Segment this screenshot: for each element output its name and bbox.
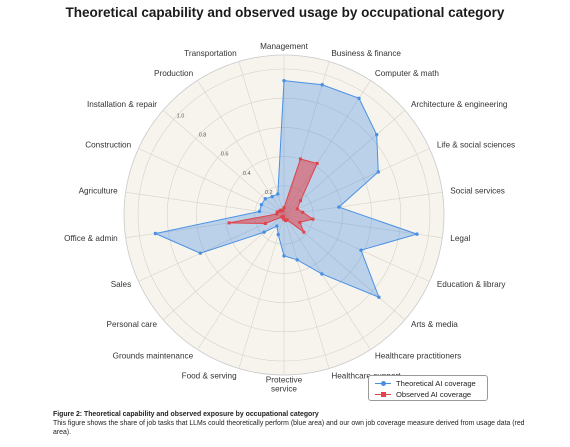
- grid-spoke-15: [139, 214, 285, 282]
- legend-label-observed: Observed AI coverage: [396, 390, 472, 399]
- grid-spoke-21: [238, 62, 285, 216]
- category-label-9: Healthcare practitioners: [375, 352, 461, 361]
- grid-spoke-7: [283, 214, 429, 282]
- point-observed-11: [282, 217, 286, 221]
- point-theoretical-2: [357, 96, 361, 101]
- category-label-1: Business & finance: [331, 49, 401, 58]
- category-label-7: Education & library: [437, 280, 507, 289]
- legend: Theoretical AI coverage Observed AI cove…: [368, 375, 488, 401]
- point-observed-5: [301, 210, 305, 214]
- point-observed-14: [280, 215, 284, 219]
- legend-label-theoretical: Theoretical AI coverage: [396, 379, 476, 388]
- grid-spoke-13: [197, 214, 285, 350]
- radar-series: [153, 78, 419, 299]
- category-label-4: Life & social sciences: [437, 140, 515, 149]
- point-theoretical-19: [263, 197, 267, 201]
- point-theoretical-17: [257, 209, 262, 214]
- caption-heading: Figure 2: Theoretical capability and obs…: [53, 411, 319, 418]
- grid-spoke-10: [283, 214, 330, 368]
- grid-spoke-20: [197, 80, 285, 216]
- category-label-13: Grounds maintenance: [113, 352, 194, 361]
- point-observed-2: [315, 161, 319, 165]
- point-theoretical-13: [275, 224, 279, 228]
- point-theoretical-14: [262, 230, 266, 234]
- point-observed-4: [295, 207, 299, 211]
- point-observed-21: [281, 209, 285, 213]
- category-label-17: Agriculture: [79, 186, 119, 195]
- point-observed-1: [298, 157, 302, 161]
- point-theoretical-4: [376, 170, 380, 174]
- category-label-0: Management: [260, 42, 309, 51]
- legend-item-observed: Observed AI coverage: [375, 389, 481, 400]
- caption-text: This figure shows the share of job tasks…: [53, 420, 525, 437]
- grid-spoke-9: [283, 214, 371, 350]
- point-observed-17: [275, 212, 279, 216]
- point-theoretical-0: [282, 78, 286, 83]
- category-label-6: Legal: [450, 234, 470, 243]
- point-observed-3: [299, 199, 303, 203]
- point-observed-20: [279, 208, 283, 212]
- point-theoretical-12: [276, 232, 280, 237]
- category-labels: Management Business & finance Computer & m…: [64, 42, 515, 394]
- point-theoretical-1: [320, 83, 324, 87]
- category-label-14: Personal care: [107, 320, 158, 329]
- point-theoretical-9: [320, 272, 324, 276]
- point-theoretical-21: [276, 192, 280, 196]
- category-label-19: Installation & repair: [87, 100, 157, 109]
- grid-spoke-19: [163, 110, 285, 216]
- radial-tick-0: 0.2: [265, 190, 273, 196]
- grid-spoke-3: [283, 110, 405, 216]
- radial-tick-3: 0.8: [199, 133, 207, 139]
- grid-spoke-17: [126, 192, 285, 216]
- category-label-2: Computer & math: [375, 69, 440, 78]
- category-label-10: Healthcare support: [331, 371, 401, 380]
- point-theoretical-5: [337, 205, 341, 209]
- point-observed-9: [285, 218, 289, 222]
- grid-spoke-5: [283, 192, 442, 216]
- category-label-20: Production: [154, 69, 194, 78]
- point-theoretical-3: [374, 132, 379, 137]
- point-theoretical-18: [259, 202, 264, 207]
- point-theoretical-10: [295, 258, 299, 262]
- category-label-18: Construction: [85, 140, 131, 149]
- point-observed-7: [298, 220, 302, 224]
- category-label-5: Social services: [450, 186, 505, 195]
- category-label-8: Arts & media: [411, 320, 458, 329]
- radar-chart: Management Business & finance Computer & m…: [64, 42, 515, 394]
- point-theoretical-11: [282, 254, 286, 258]
- point-theoretical-16: [153, 231, 158, 236]
- radial-tick-2: 0.6: [221, 152, 229, 158]
- legend-item-theoretical: Theoretical AI coverage: [375, 378, 481, 389]
- legend-swatch-theoretical: [375, 380, 391, 388]
- point-observed-6: [311, 217, 315, 221]
- radial-tick-labels: 0.2 0.4 0.6 0.8 1.0: [177, 113, 273, 195]
- point-observed-10: [284, 219, 288, 223]
- radial-tick-1: 0.4: [243, 171, 251, 177]
- point-theoretical-15: [198, 251, 203, 255]
- category-label-11: Protective service: [266, 376, 303, 394]
- point-observed-16: [227, 221, 231, 225]
- chart-title: Theoretical capability and observed usag…: [65, 5, 505, 20]
- point-theoretical-20: [270, 194, 274, 199]
- point-observed-15: [263, 221, 267, 225]
- category-label-15: Sales: [111, 280, 131, 289]
- point-theoretical-7: [359, 248, 363, 252]
- category-label-16: Office & admin: [64, 234, 118, 243]
- point-theoretical-6: [415, 232, 419, 236]
- legend-swatch-observed: [375, 391, 391, 399]
- point-observed-8: [302, 230, 306, 234]
- category-label-12: Food & serving: [182, 371, 238, 380]
- category-label-3: Architecture & engineering: [411, 100, 508, 109]
- grid-spoke-4: [283, 148, 429, 216]
- radial-tick-4: 1.0: [177, 113, 185, 119]
- grid-spoke-18: [139, 148, 285, 216]
- figure-caption: Figure 2: Theoretical capability and obs…: [53, 410, 533, 438]
- point-observed-0: [282, 206, 286, 210]
- point-observed-18: [275, 210, 279, 214]
- category-label-21: Transportation: [184, 49, 237, 58]
- point-theoretical-8: [377, 295, 381, 299]
- grid-spoke-12: [238, 214, 285, 368]
